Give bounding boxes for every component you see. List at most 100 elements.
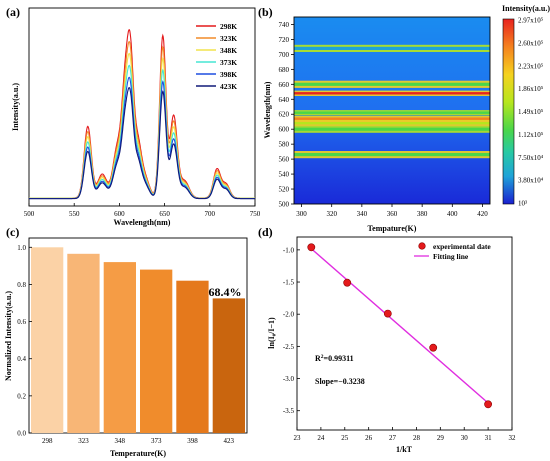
- x-tick-label: 700: [205, 210, 216, 218]
- heatmap-band-566: [294, 153, 490, 157]
- panel-c-frame: [28, 237, 248, 434]
- x-tick-label: 320: [326, 210, 337, 218]
- legend-label-298K: 298K: [220, 22, 237, 31]
- panel-a-lines: [29, 28, 255, 200]
- colorbar-title: Intensity(a.u.): [502, 4, 550, 13]
- panel-b-ylabel: Wavelength(nm): [263, 81, 272, 138]
- y-tick-label: 0.4: [17, 355, 26, 363]
- spectrum-line-423K: [29, 86, 255, 200]
- colorbar-label: 2.23x10⁵: [518, 62, 544, 70]
- panel-d-legend: experimental date Fitting line: [414, 242, 491, 261]
- y-tick-label: 700: [279, 51, 290, 59]
- panel-c-bars: [31, 247, 245, 433]
- x-tick-label: 31: [485, 434, 493, 442]
- legend-point-marker: [418, 242, 426, 250]
- y-tick-label: 520: [279, 186, 290, 194]
- y-tick-label: 0.8: [17, 281, 26, 289]
- bar-423: [212, 298, 245, 433]
- x-tick-label: 23: [294, 434, 302, 442]
- x-tick-label: 340: [357, 210, 368, 218]
- panel-b-xlabel: Tempature(K): [368, 224, 417, 233]
- colorbar-labels: 2.97x10⁵ 2.60x10⁵ 2.23x10⁵ 1.86x10⁵ 1.49x10⁵…: [518, 17, 544, 208]
- data-point: [343, 278, 352, 287]
- x-tick-label: 600: [114, 210, 125, 218]
- r-squared-prefix: R: [315, 354, 321, 363]
- x-tick-label: 27: [389, 434, 397, 442]
- colorbar-label: 1.12x10⁵: [518, 131, 544, 139]
- y-tick-label: -1.5: [283, 279, 295, 287]
- legend-label-398K: 398K: [220, 70, 237, 79]
- panel-d-xlabel: 1/kT: [396, 445, 413, 454]
- data-point: [383, 309, 392, 318]
- panel-c-xticks: 298 323 348 373 398 423: [42, 437, 235, 445]
- y-tick-label: -1.0: [283, 246, 295, 254]
- panel-c-yticks: 0.0 0.2 0.4 0.6 0.8 1.0: [17, 244, 32, 438]
- x-tick-label: 26: [365, 434, 373, 442]
- heatmap-band-614: [294, 117, 490, 120]
- x-tick-label: 32: [509, 434, 517, 442]
- bar-373: [140, 269, 173, 433]
- y-tick-label: 1.0: [17, 244, 26, 252]
- panel-c-xlabel: Temperature(K): [110, 449, 166, 458]
- x-tick-label: 398: [187, 437, 198, 445]
- heatmap-bands: [294, 44, 490, 159]
- x-tick-label: 420: [477, 210, 488, 218]
- heatmap-band-648: [294, 92, 490, 95]
- panel-d: (d) 23 24 25 26 27 28 29 30 31 32 -1.0 -1.5 -2.0 -2.…: [258, 225, 516, 454]
- x-tick-label: 298: [42, 437, 53, 445]
- colorbar: [502, 18, 515, 205]
- panel-d-label: (d): [258, 225, 273, 239]
- panel-a: (a) 500 550 600 650 700 750 Wavelength(nm) In…: [6, 5, 261, 227]
- x-tick-label: 29: [437, 434, 445, 442]
- panel-d-xticks: 23 24 25 26 27 28 29 30 31 32: [294, 427, 517, 442]
- legend-label-423K: 423K: [220, 82, 237, 91]
- panel-a-xticks: 500 550 600 650 700 750: [24, 203, 261, 218]
- panel-a-xlabel: Wavelength(nm): [114, 218, 171, 227]
- y-tick-label: 500: [279, 201, 290, 209]
- y-tick-label: 580: [279, 141, 290, 149]
- colorbar-label: 2.60x10⁵: [518, 39, 544, 47]
- y-tick-label: 680: [279, 66, 290, 74]
- heatmap-band-608: [294, 122, 490, 125]
- legend-fit-label: Fitting line: [433, 252, 469, 261]
- legend-label-323K: 323K: [220, 34, 237, 43]
- colorbar-label: 10³: [518, 200, 527, 208]
- heatmap-band-622: [294, 111, 490, 114]
- x-tick-label: 550: [69, 210, 80, 218]
- x-tick-label: 300: [296, 210, 307, 218]
- panel-d-ylabel: ln(I₀/I−1): [267, 317, 276, 349]
- x-tick-label: 423: [224, 437, 235, 445]
- x-tick-label: 25: [341, 434, 349, 442]
- y-tick-label: 0.6: [17, 318, 26, 326]
- heatmap-band-708: [294, 46, 490, 50]
- heatmap-band-600: [294, 127, 490, 131]
- data-point: [307, 243, 316, 252]
- x-tick-label: 373: [151, 437, 162, 445]
- bar-398: [176, 280, 209, 433]
- fit-line: [308, 246, 489, 404]
- x-tick-label: 323: [78, 437, 89, 445]
- x-tick-label: 380: [417, 210, 428, 218]
- panel-d-frame: [296, 236, 513, 431]
- y-tick-label: 600: [279, 126, 290, 134]
- bar-323: [67, 253, 100, 433]
- y-tick-label: -3.0: [283, 375, 295, 383]
- bar-annotation: 68.4%: [209, 285, 242, 299]
- data-point: [429, 343, 438, 352]
- panel-b-xticks: 300 320 340 360 380 400 420: [296, 204, 488, 218]
- y-tick-label: 620: [279, 111, 290, 119]
- y-tick-label: 740: [279, 21, 290, 29]
- panel-a-ylabel: Intensity(a.u.): [11, 83, 20, 131]
- panel-d-yticks: -1.0 -1.5 -2.0 -2.5 -3.0 -3.5: [283, 246, 300, 415]
- x-tick-label: 650: [159, 210, 170, 218]
- slope-label: Slope=−0.3238: [315, 377, 365, 386]
- legend-points-label: experimental date: [433, 242, 491, 251]
- panel-b-yticks: 500 520 540 560 580 600 620 640 660 680 700 720 740: [279, 21, 294, 209]
- x-tick-label: 750: [250, 210, 261, 218]
- x-tick-label: 30: [461, 434, 469, 442]
- panel-b-label: (b): [258, 5, 273, 19]
- colorbar-label: 3.80x10⁴: [518, 177, 544, 185]
- panel-a-frame: [28, 7, 256, 207]
- colorbar-label: 2.97x10⁵: [518, 17, 544, 25]
